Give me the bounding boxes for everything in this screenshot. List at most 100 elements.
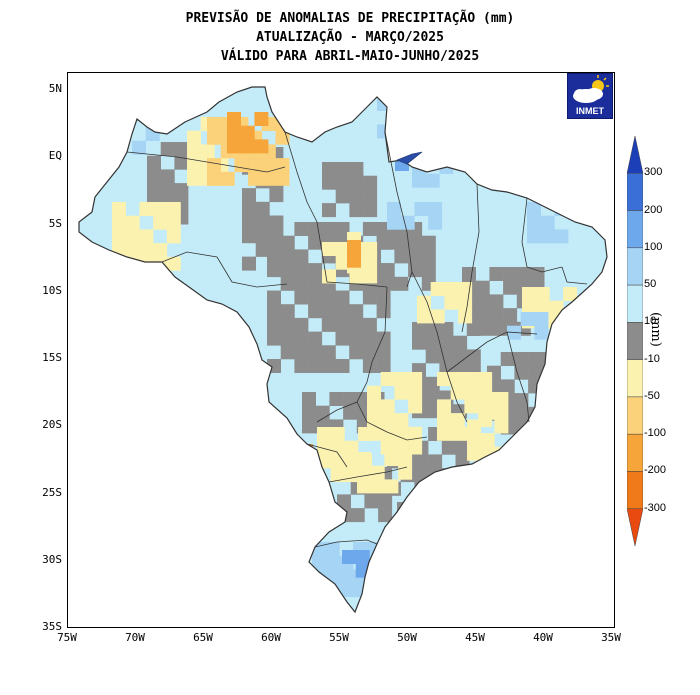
anomaly-cell (325, 569, 340, 584)
anomaly-cell (335, 222, 350, 236)
anomaly-cell (394, 440, 409, 455)
anomaly-cell (357, 479, 371, 494)
anomaly-cell (408, 440, 423, 455)
map-title-line1: PREVISÃO DE ANOMALIAS DE PRECIPITAÇÃO (m… (185, 11, 515, 26)
anomaly-cell (335, 162, 350, 176)
colorbar-segment (627, 471, 643, 509)
anomaly-cell (412, 160, 426, 174)
anomaly-cell (261, 171, 276, 186)
colorbar-segment (627, 247, 643, 286)
anomaly-cell (187, 144, 201, 159)
anomaly-cell (414, 481, 429, 496)
anomaly-cell (430, 309, 445, 324)
anomaly-cell (255, 201, 270, 216)
anomaly-cell (174, 155, 189, 170)
anomaly-cell (387, 215, 401, 230)
anomaly-cell (308, 345, 323, 360)
anomaly-cell (467, 446, 481, 461)
lon-label: 65W (193, 631, 213, 644)
anomaly-cell (439, 322, 454, 336)
anomaly-cell (302, 392, 316, 406)
anomaly-cell (425, 349, 440, 364)
anomaly-cell (376, 290, 391, 305)
anomaly-cell (317, 427, 331, 441)
colorbar-label: 100 (644, 240, 663, 253)
colorbar-label: -100 (644, 427, 667, 440)
colorbar-label: -10 (644, 352, 660, 365)
colorbar-label: 10 (644, 315, 657, 328)
anomaly-cell (362, 317, 377, 332)
anomaly-cell (376, 304, 391, 319)
anomaly-cell (494, 405, 509, 420)
anomaly-cell (466, 322, 481, 336)
anomaly-cell (153, 202, 168, 216)
anomaly-cell (417, 309, 431, 324)
lat-label: 20S (42, 418, 62, 431)
anomaly-cell (541, 393, 556, 408)
anomaly-cell (125, 243, 140, 258)
anomaly-cell (267, 331, 281, 346)
anomaly-cell (384, 452, 399, 466)
anomaly-cell (147, 183, 161, 198)
anomaly-cell (425, 390, 440, 405)
anomaly-cell (362, 290, 377, 305)
anomaly-cell (541, 379, 556, 394)
lon-label: 40W (533, 631, 553, 644)
anomaly-cell (376, 331, 391, 346)
anomaly-cell (335, 189, 350, 204)
anomaly-cell (394, 235, 409, 250)
anomaly-cell (380, 372, 395, 386)
anomaly-cell (362, 345, 377, 360)
anomaly-cell (480, 433, 495, 448)
colorbar-segment (627, 322, 643, 360)
legend-colorbar (627, 136, 643, 546)
anomaly-cell (425, 376, 440, 391)
anomaly-cell (441, 440, 456, 455)
anomaly-cell (267, 304, 281, 319)
anomaly-cell (410, 529, 425, 544)
anomaly-cell (535, 300, 550, 315)
lon-label: 55W (329, 631, 349, 644)
anomaly-cell (363, 189, 378, 204)
anomaly-cell (112, 243, 126, 258)
anomaly-cell (294, 317, 309, 332)
anomaly-cell (425, 335, 440, 350)
anomaly-cell (280, 331, 295, 346)
map-title-line3: VÁLIDO PARA ABRIL-MAIO-JUNHO/2025 (220, 49, 480, 64)
anomaly-cell (322, 175, 336, 190)
anomaly-cell (234, 158, 249, 173)
lat-label: 10S (42, 284, 62, 297)
anomaly-cell (425, 173, 440, 188)
anomaly-cell (397, 515, 411, 530)
anomaly-cell (322, 203, 336, 218)
anomaly-cell (335, 359, 350, 373)
anomaly-cell (207, 130, 221, 145)
anomaly-cell (240, 139, 255, 154)
anomaly-cell (430, 282, 445, 296)
anomaly-cell (360, 259, 375, 274)
anomaly-cell (335, 242, 350, 256)
anomaly-cell (248, 171, 263, 186)
anomaly-cell (112, 215, 126, 230)
anomaly-cell (255, 215, 270, 230)
anomaly-cell (563, 314, 578, 329)
map-title-line2: ATUALIZAÇÃO - MARÇO/2025 (256, 30, 444, 45)
colorbar-segment (627, 284, 643, 323)
anomaly-cell (227, 112, 241, 126)
anomaly-cell (563, 287, 578, 301)
anomaly-cell (355, 550, 370, 564)
anomaly-cell (294, 359, 309, 373)
anomaly-cell (308, 263, 323, 278)
anomaly-cell (187, 171, 201, 186)
anomaly-cell (145, 127, 160, 141)
anomaly-cell (554, 202, 569, 216)
anomaly-cell (494, 419, 509, 434)
lon-label: 75W (57, 631, 77, 644)
anomaly-cell (390, 110, 405, 125)
anomaly-cell (317, 440, 331, 455)
anomaly-cell (139, 202, 154, 216)
anomaly-cell (112, 202, 126, 216)
anomaly-cell (370, 465, 385, 480)
anomaly-cell (527, 202, 541, 216)
anomaly-cell (153, 256, 168, 271)
